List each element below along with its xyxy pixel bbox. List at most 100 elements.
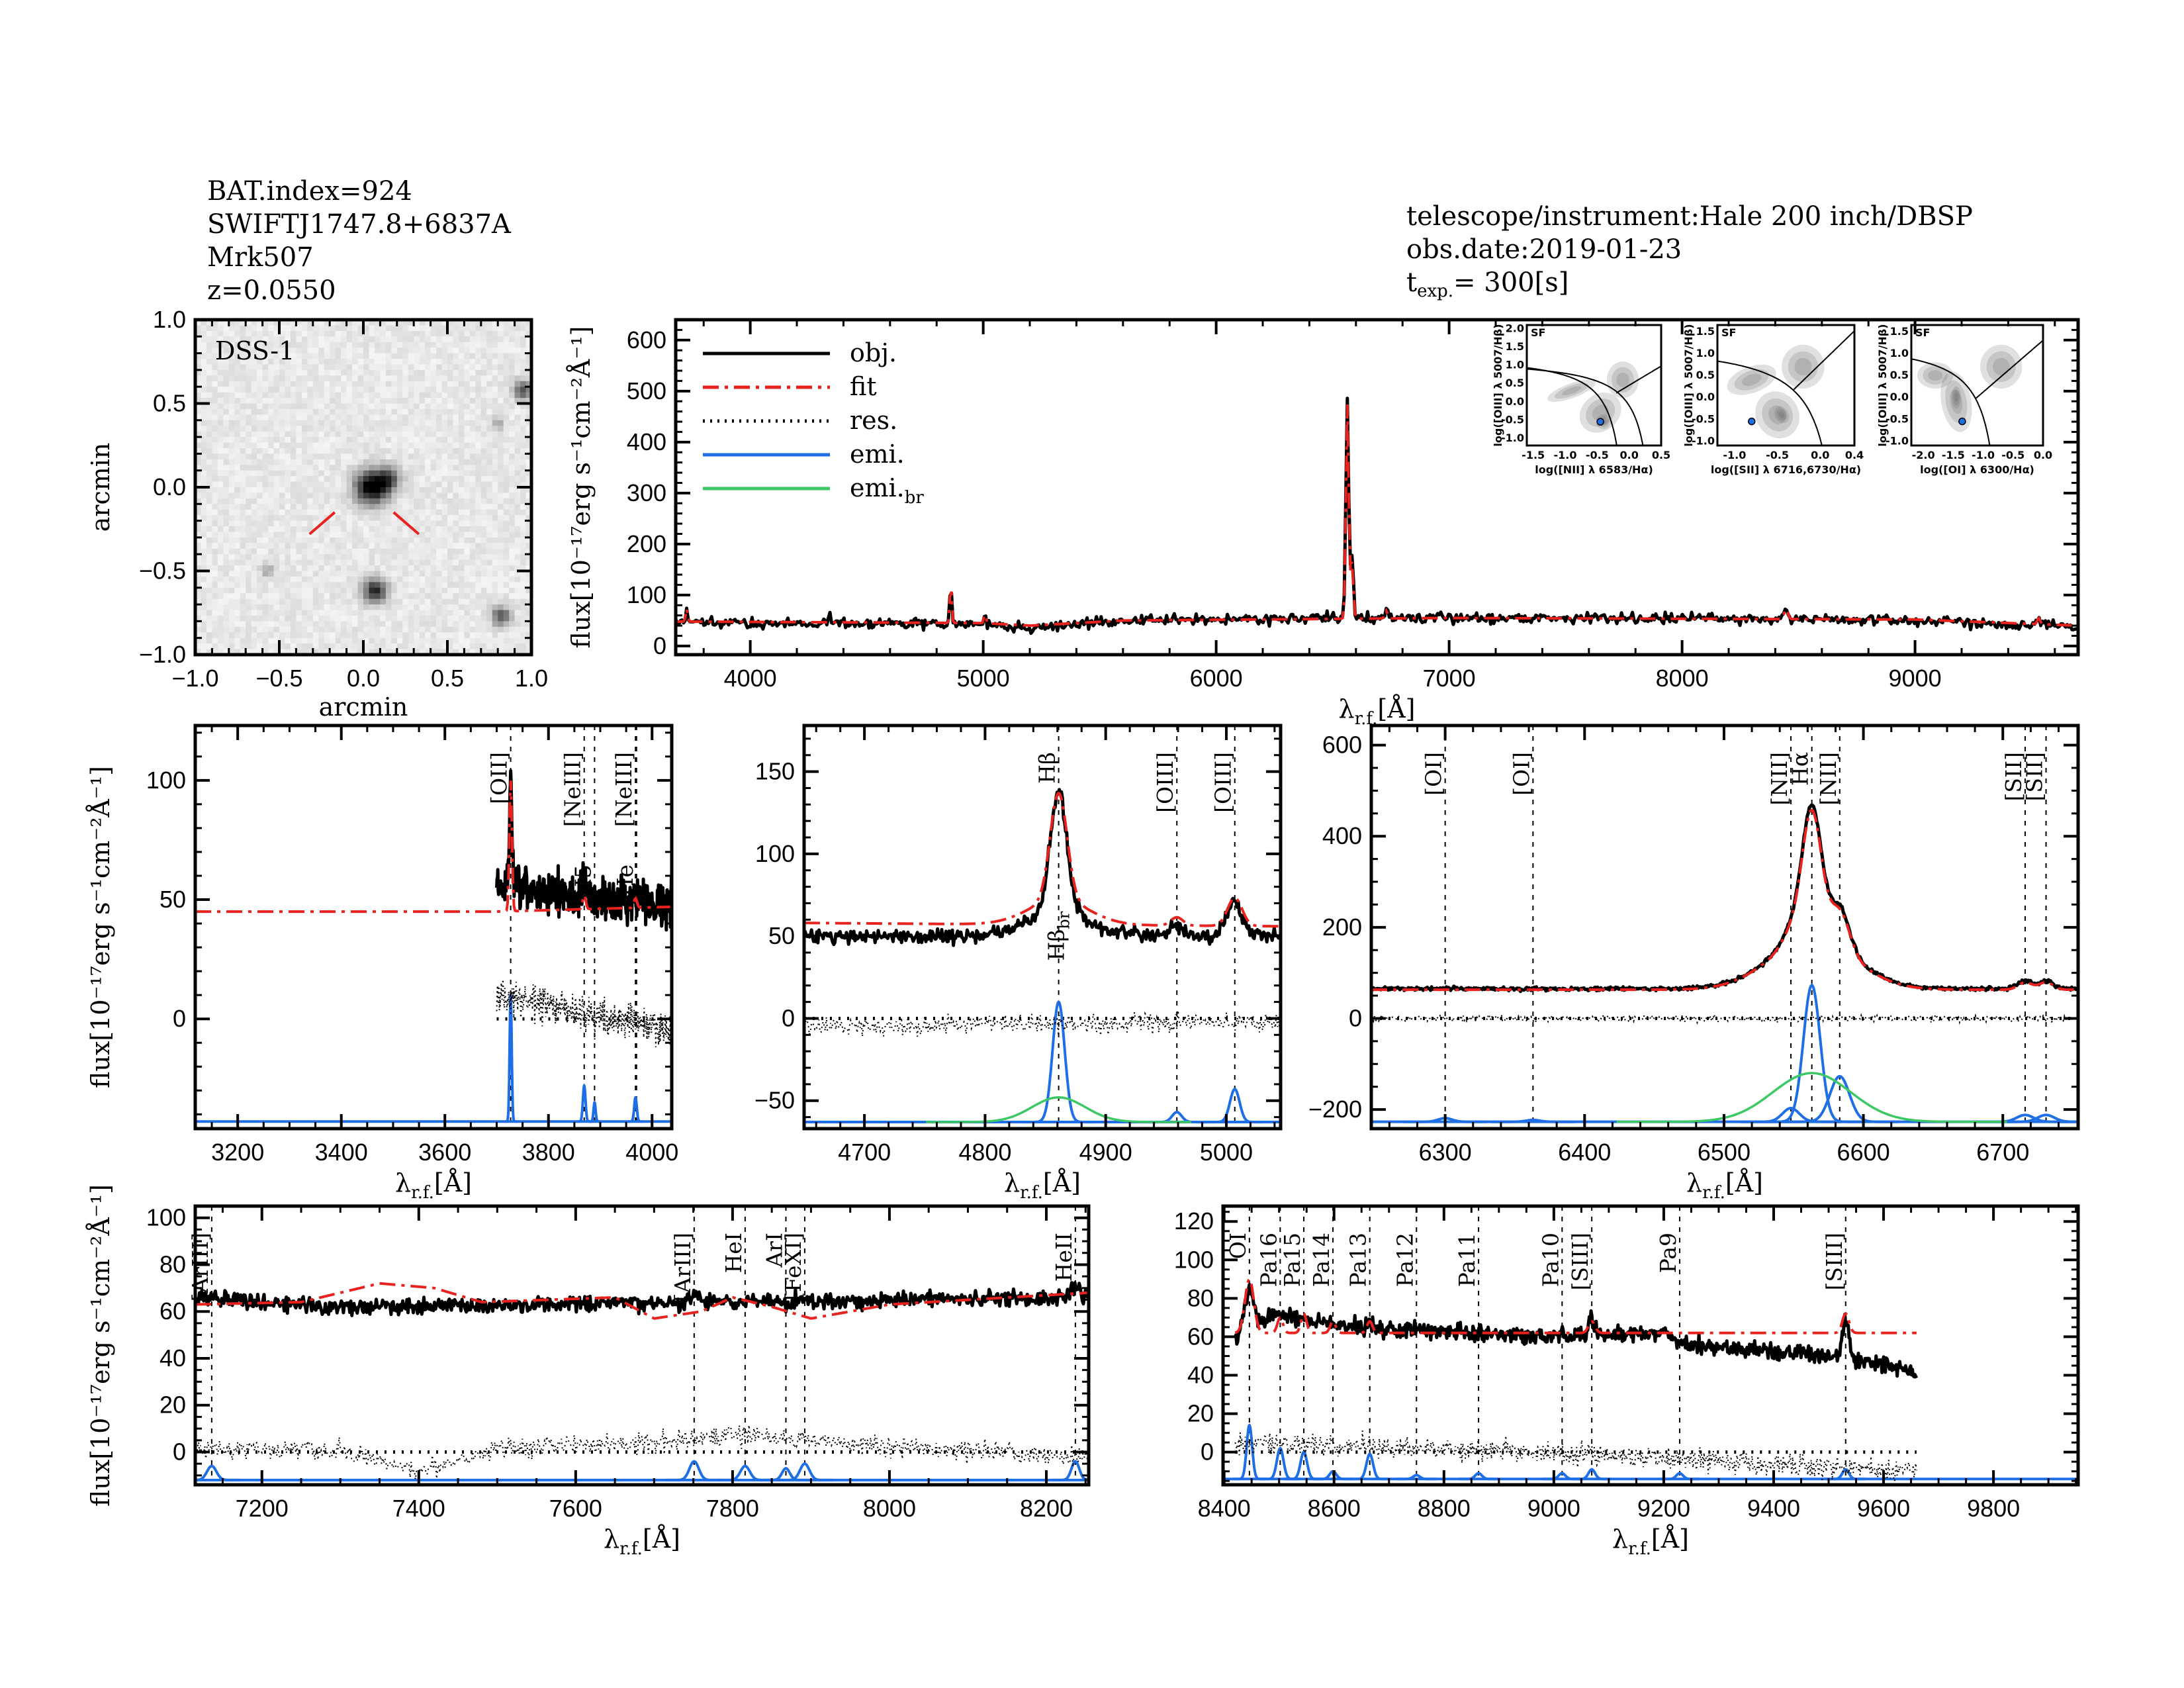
x-tick-label: -0.5 — [1586, 449, 1609, 461]
redshift: z=0.0550 — [207, 275, 336, 306]
line-marker-label: Hβ — [1034, 752, 1060, 784]
emission-component — [776, 1462, 833, 1481]
emission-component — [588, 1100, 601, 1123]
line-marker-label: [NeIII] — [560, 752, 586, 827]
density-contour — [1768, 405, 1786, 424]
line-marker-label: [FeXI] — [780, 1233, 806, 1301]
y-tick-label: 100 — [146, 767, 186, 794]
y-axis-label: flux[10⁻¹⁷erg s⁻¹cm⁻²Å⁻¹] — [567, 326, 596, 649]
density-contour — [1778, 411, 1785, 418]
halpha-region-panel: [OI] [OI] [NII]Hα [NII] [SII][SII] 6300 6400 65… — [1308, 724, 2080, 1203]
legend-label: emi. — [850, 440, 905, 469]
density-contour — [1755, 391, 1799, 439]
y-tick-label: -1.0 — [1501, 432, 1524, 444]
fit-spectrum — [1371, 808, 2078, 992]
y-tick-label: 100 — [146, 1204, 186, 1231]
ticks: 7200 7400 7600 7800 8000 8200 0 20 40 60 80 100 — [146, 1204, 1089, 1522]
demarcation-line — [1717, 360, 1823, 445]
emission-component — [1206, 1088, 1264, 1124]
target-marker-right — [392, 511, 420, 536]
line-marker-label: He — [612, 865, 638, 896]
density-contour — [1774, 406, 1790, 424]
x-tick-label: 5000 — [1200, 1139, 1253, 1166]
object-info: BAT.index=924 SWIFTJ1747.8+6837A Mrk507 … — [207, 176, 512, 306]
density-contour — [1586, 399, 1615, 427]
plot-frame — [802, 724, 1283, 1131]
x-tick-label: 8200 — [1020, 1495, 1073, 1522]
legend: obj. fit res. emi. emi.br — [703, 338, 924, 508]
density-contour — [1547, 379, 1596, 402]
x-tick-label: -1.5 — [1942, 449, 1965, 461]
x-tick-label: 0.0 — [1619, 449, 1638, 461]
x-tick-label: -1.0 — [1723, 449, 1746, 461]
legend-label: fit — [850, 372, 877, 401]
line-marker-label: [ArIII] — [670, 1233, 696, 1301]
emission-component — [1995, 1113, 2078, 1123]
x-axis-label: λr.f.[Å] — [604, 1524, 680, 1559]
emission-component — [1022, 1000, 1095, 1124]
x-tick-label: 4000 — [724, 665, 777, 692]
sf-region-label: SF — [1531, 326, 1545, 339]
hbeta-region-panel: Hβ [OIII] [OIII] Hβbr 4700 4800 4900 5000 −50 0 50… — [754, 724, 1283, 1203]
x-tick-label: -0.5 — [2001, 449, 2025, 461]
bpt-sii-inset: SF-1.0 -0.5 0.0 0.4-1.0-0.50.00.51.01.5log(… — [1682, 324, 1864, 476]
y-tick-label: 0.0 — [1696, 391, 1715, 403]
line-marker-label: Pa9 — [1655, 1233, 1681, 1273]
density-contour — [1945, 380, 1968, 423]
emission-component — [1660, 1472, 1700, 1481]
y-tick-label: 0.0 — [153, 473, 186, 500]
target-marker-left — [308, 511, 336, 536]
density-contour — [1579, 393, 1621, 433]
x-tick-label: 9600 — [1857, 1495, 1910, 1522]
y-axis-label: log([OIII] λ 5007/Hβ) — [1876, 324, 1889, 446]
legend-label: obj. — [850, 338, 897, 367]
y-tick-label: 200 — [627, 530, 666, 557]
object-spectrum — [1233, 1283, 1919, 1379]
x-tick-label: 0.0 — [2034, 449, 2052, 461]
x-axis-label: λr.f.[Å] — [1686, 1168, 1763, 1203]
density-contour — [1952, 389, 1960, 405]
demarcation-line — [1911, 358, 1991, 445]
line-marker-label: Pa16 — [1255, 1233, 1281, 1287]
emission-component — [504, 994, 517, 1123]
density-contour — [1923, 366, 1948, 385]
broad-line-label: Hβbr — [1044, 911, 1073, 961]
exposure-time: texp.= 300[s] — [1406, 267, 1569, 301]
density-contour — [1954, 393, 1958, 402]
y-tick-label: -0.5 — [1692, 412, 1715, 425]
line-marker-label: Pa10 — [1537, 1233, 1563, 1287]
line-marker-label: [SIII] — [1821, 1233, 1847, 1290]
emission-component — [762, 1467, 810, 1481]
y-tick-label: 60 — [159, 1297, 186, 1325]
line-marker-label: [OII] — [486, 752, 512, 804]
y-tick-label: 0.0 — [1506, 395, 1524, 408]
x-tick-label: -1.0 — [1554, 449, 1577, 461]
sf-region-label: SF — [1915, 326, 1930, 339]
emission-component — [1491, 1118, 1575, 1123]
line-marker-label: HeI — [721, 1233, 747, 1273]
y-tick-label: 50 — [768, 922, 795, 949]
density-contour — [1606, 361, 1639, 399]
y-tick-label: 50 — [159, 886, 186, 913]
legend-item: obj. — [703, 338, 897, 367]
density-contour — [1776, 408, 1787, 421]
density-contour — [1794, 357, 1812, 376]
emission-component — [1396, 1474, 1437, 1481]
x-axis-label: log([OI] λ 6300/Hα) — [1920, 463, 2034, 476]
x-tick-label: 0.5 — [431, 665, 464, 692]
demarcation-line — [1793, 330, 1854, 391]
y-tick-label: 1.0 — [1696, 347, 1715, 359]
y-tick-label: 100 — [1174, 1246, 1214, 1273]
density-contour — [1993, 357, 2010, 376]
x-tick-label: 7600 — [549, 1495, 602, 1522]
y-tick-label: 0.0 — [1890, 391, 1909, 403]
dss-image-panel: −1.0 −0.5 0.0 0.5 1.0 −1.0 −0.5 0.0 0.5 1.0 DSS-1 a… — [86, 306, 548, 722]
y-tick-label: 120 — [1174, 1207, 1214, 1235]
object-spectrum — [495, 769, 672, 932]
demarcation-line — [1527, 367, 1617, 445]
x-tick-label: 1.0 — [515, 665, 548, 692]
x-tick-label: 4900 — [1079, 1139, 1132, 1166]
legend-label: emi.br — [850, 473, 924, 508]
obs-date: obs.date:2019-01-23 — [1406, 234, 1682, 265]
